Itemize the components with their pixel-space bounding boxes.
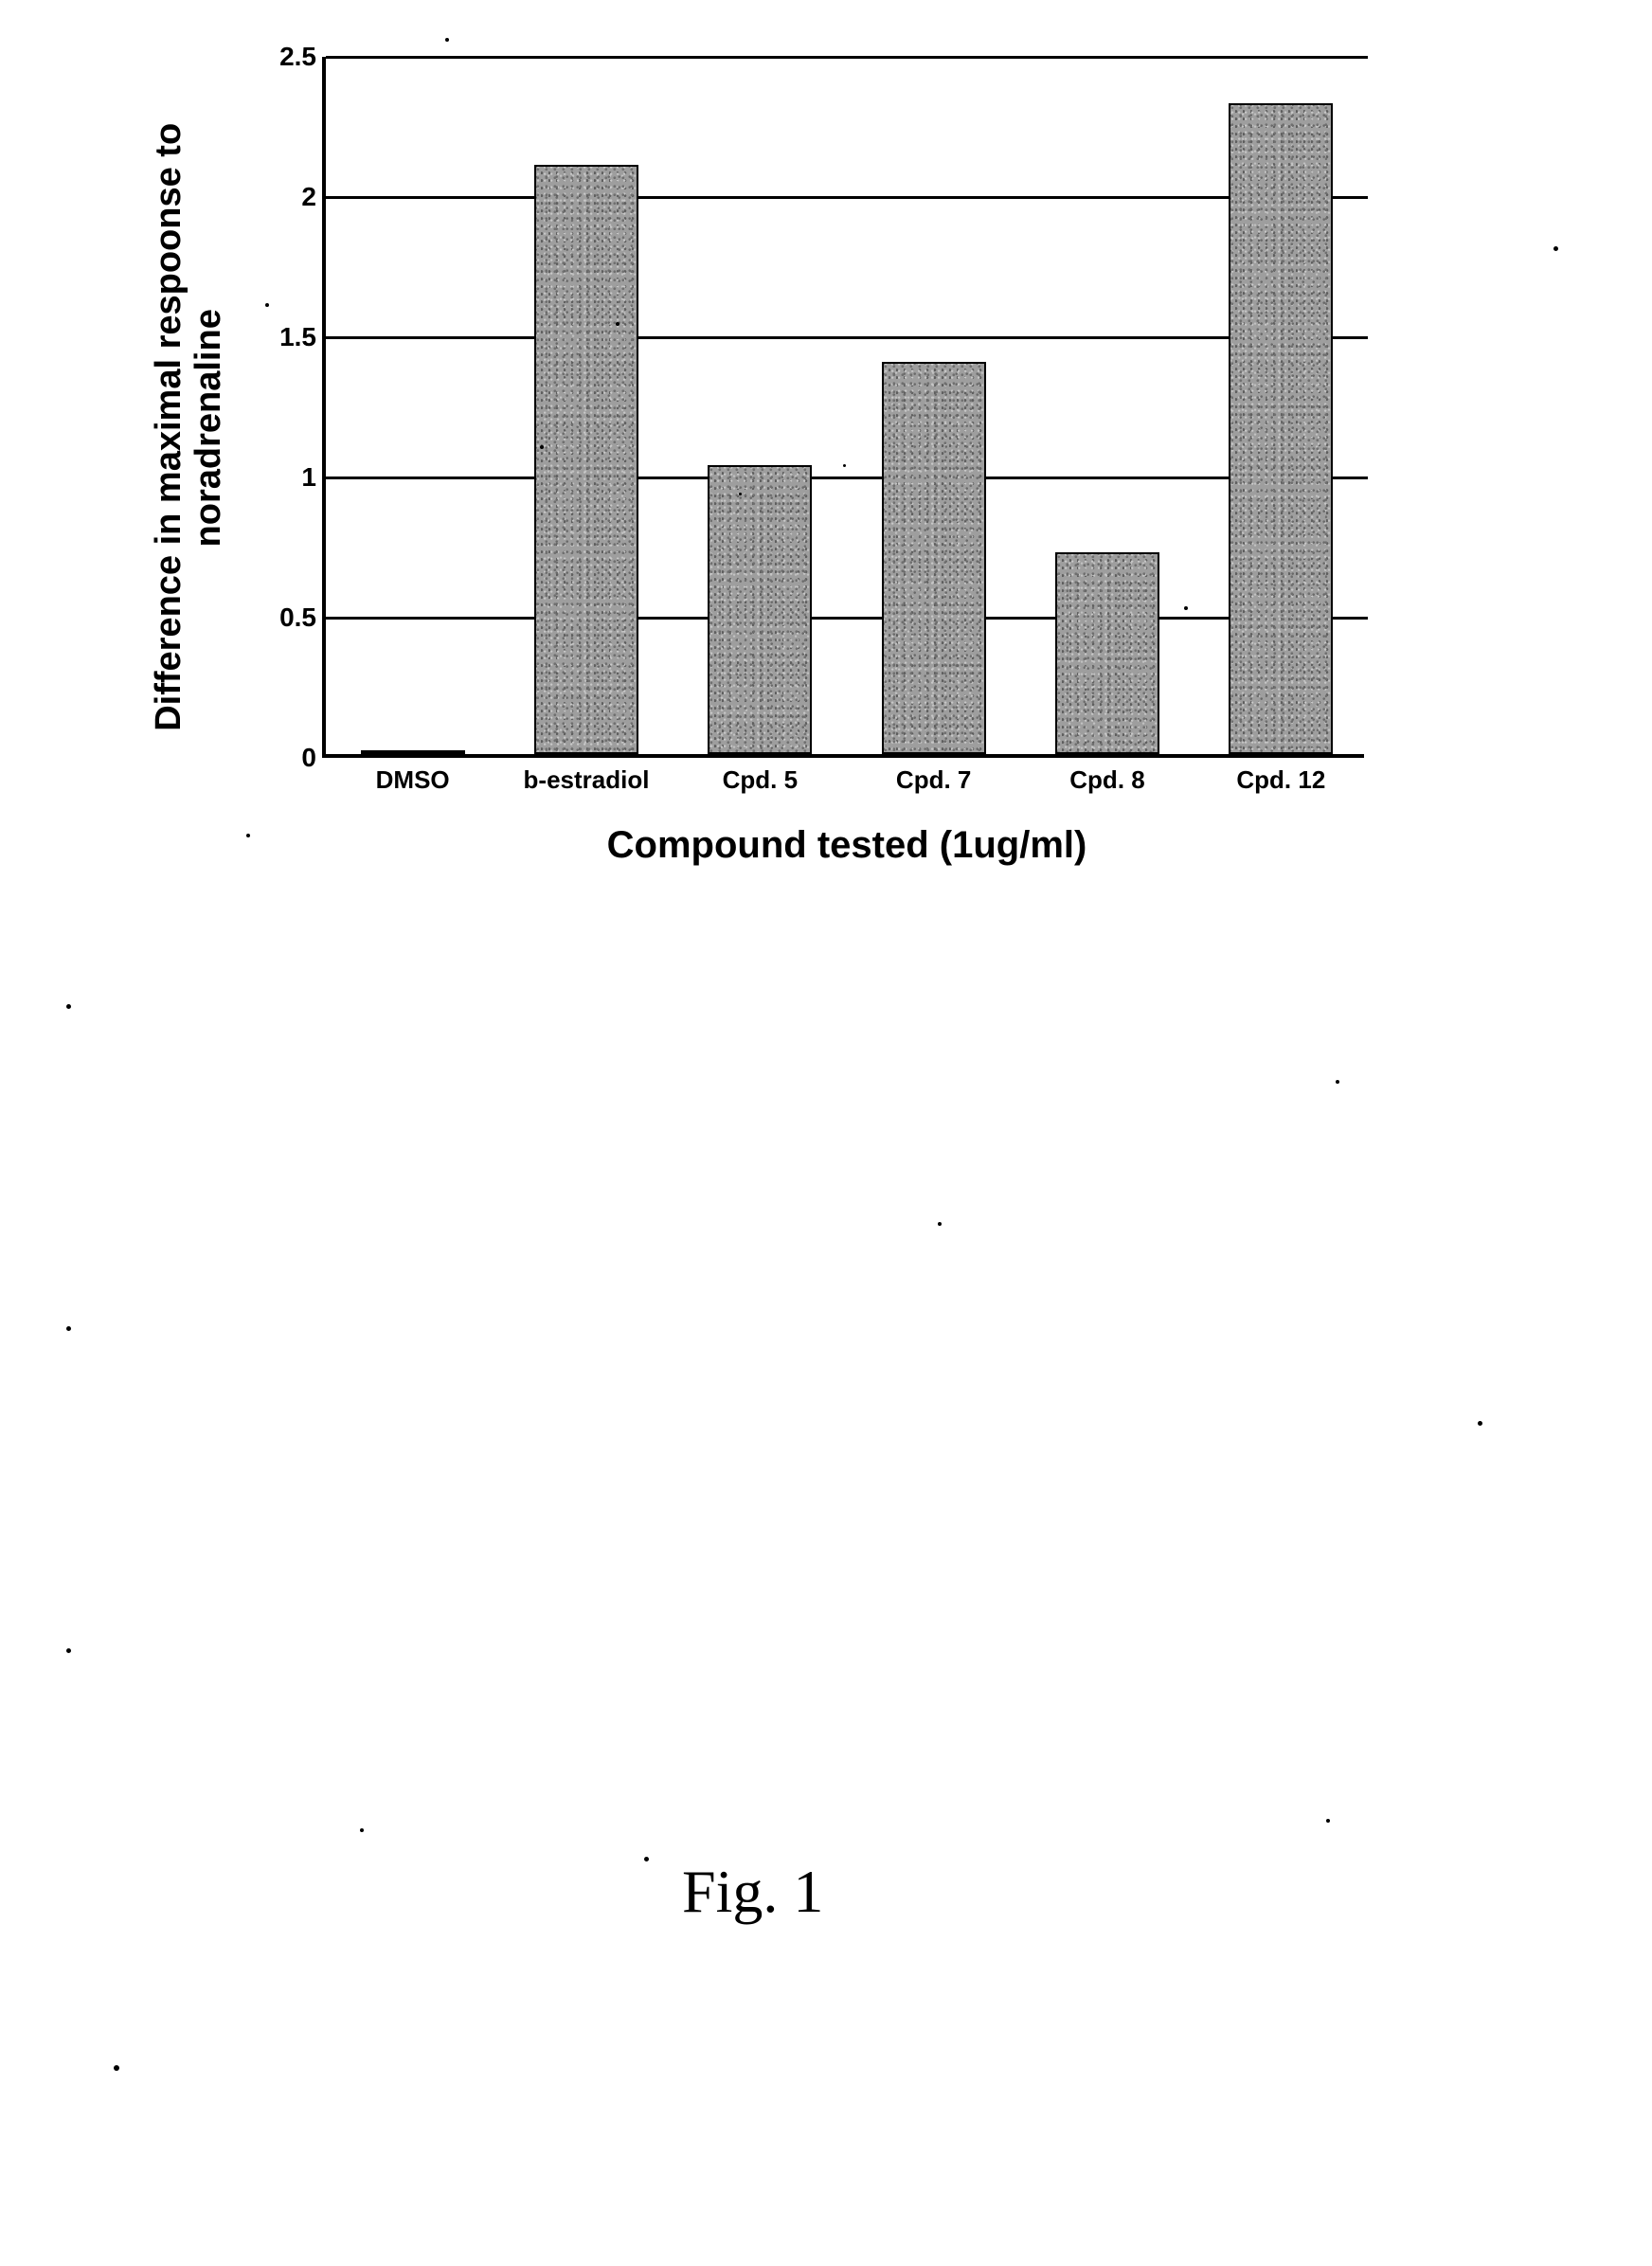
y-tick-label: 0	[241, 743, 316, 773]
x-tick-label: Cpd. 12	[1236, 765, 1325, 795]
figure-caption: Fig. 1	[682, 1857, 823, 1927]
noise-speck	[114, 2065, 119, 2071]
noise-speck	[246, 834, 250, 837]
x-tick-label: Cpd. 5	[723, 765, 798, 795]
bar	[882, 362, 986, 754]
noise-speck	[265, 303, 269, 307]
x-tick-label: Cpd. 7	[896, 765, 971, 795]
y-tick-label: 2	[241, 182, 316, 212]
x-axis-label: Compound tested (1ug/ml)	[326, 824, 1368, 867]
y-tick-label: 1	[241, 462, 316, 493]
noise-speck	[540, 445, 544, 449]
noise-speck	[66, 1648, 71, 1653]
bar	[1055, 552, 1159, 754]
noise-speck	[1553, 246, 1558, 251]
noise-speck	[938, 1222, 942, 1226]
grid-line	[326, 477, 1368, 479]
y-tick-label: 1.5	[241, 322, 316, 352]
grid-line	[326, 56, 1368, 59]
noise-speck	[1184, 606, 1188, 610]
grid-line	[326, 336, 1368, 339]
chart-container: Difference in maximal respoonse to norad…	[133, 57, 1411, 957]
noise-speck	[1478, 1421, 1482, 1426]
noise-speck	[1326, 1819, 1330, 1823]
noise-speck	[66, 1004, 71, 1009]
bar	[361, 750, 465, 754]
noise-speck	[1336, 1080, 1339, 1084]
noise-speck	[616, 322, 620, 326]
x-tick-label: Cpd. 8	[1069, 765, 1144, 795]
noise-speck	[360, 1828, 364, 1832]
bar	[534, 165, 638, 754]
noise-speck	[843, 464, 846, 467]
x-tick-label: b-estradiol	[524, 765, 650, 795]
y-tick-label: 2.5	[241, 42, 316, 72]
noise-speck	[445, 38, 449, 42]
y-tick-label: 0.5	[241, 602, 316, 633]
noise-speck	[66, 1326, 71, 1331]
noise-speck	[739, 493, 742, 495]
x-tick-label: DMSO	[376, 765, 450, 795]
page: Difference in maximal respoonse to norad…	[0, 0, 1652, 2266]
grid-line	[326, 196, 1368, 199]
plot-area: Compound tested (1ug/ml) 00.511.522.5DMS…	[322, 57, 1364, 758]
noise-speck	[644, 1857, 649, 1861]
bar	[1229, 103, 1333, 754]
grid-line	[326, 617, 1368, 620]
y-axis-label-wrap: Difference in maximal respoonse to norad…	[133, 57, 237, 786]
y-axis-label: Difference in maximal respoonse to norad…	[150, 125, 229, 731]
bar	[708, 465, 812, 754]
